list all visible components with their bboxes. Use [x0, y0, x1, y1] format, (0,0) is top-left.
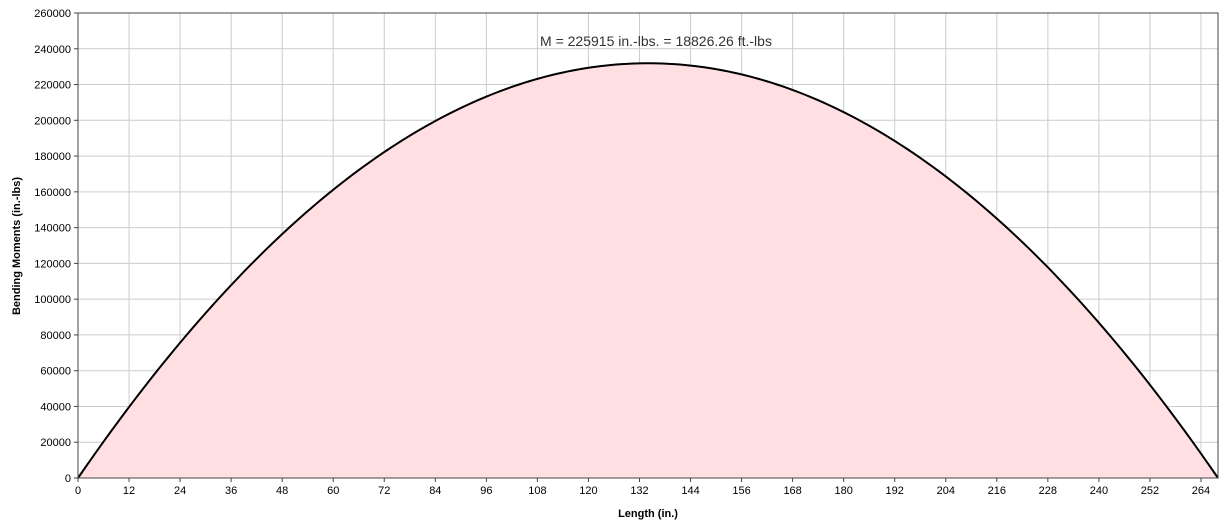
x-tick-label: 216 [988, 485, 1006, 497]
plot-border [77, 12, 1219, 479]
x-tick-label: 264 [1192, 485, 1210, 497]
x-tick-label: 60 [327, 485, 339, 497]
y-tick-label: 220000 [34, 80, 71, 92]
y-tick-label: 100000 [34, 294, 71, 306]
x-tick-label: 180 [834, 485, 852, 497]
y-tick-label: 120000 [34, 258, 71, 270]
x-tick-label: 36 [225, 485, 237, 497]
x-axis-ticks: 0 12 24 36 48 60 72 84 96 108 120 132 144 156 168 180 19… [75, 478, 1210, 497]
x-tick-label: 12 [123, 485, 135, 497]
y-axis-ticks: 0 20000 40000 60000 80000 100000 120000 140000 1… [34, 8, 78, 485]
y-tick-label: 240000 [34, 44, 71, 56]
x-tick-label: 72 [378, 485, 390, 497]
x-tick-label: 96 [480, 485, 492, 497]
x-tick-label: 252 [1141, 485, 1159, 497]
x-tick-label: 192 [886, 485, 904, 497]
x-tick-label: 120 [579, 485, 597, 497]
moment-curve-line [77, 62, 1219, 479]
y-tick-label: 60000 [40, 366, 71, 378]
y-tick-label: 180000 [34, 151, 71, 163]
x-tick-label: 48 [276, 485, 288, 497]
max-moment-annotation: M = 225915 in.-lbs. = 18826.26 ft.-lbs [540, 33, 772, 49]
x-tick-label: 168 [783, 485, 801, 497]
y-tick-label: 0 [65, 473, 71, 485]
x-tick-label: 144 [681, 485, 699, 497]
x-tick-label: 132 [630, 485, 648, 497]
x-tick-label: 228 [1039, 485, 1057, 497]
y-tick-label: 260000 [34, 8, 71, 20]
x-tick-label: 204 [937, 485, 955, 497]
x-tick-label: 84 [429, 485, 441, 497]
x-tick-label: 24 [174, 485, 186, 497]
y-tick-label: 160000 [34, 187, 71, 199]
y-tick-label: 80000 [40, 330, 71, 342]
x-tick-label: 240 [1090, 485, 1108, 497]
y-axis-title: Bending Moments (in.-lbs) [11, 177, 23, 315]
x-tick-label: 108 [528, 485, 546, 497]
y-tick-label: 20000 [40, 437, 71, 449]
y-tick-label: 140000 [34, 223, 71, 235]
x-axis-title: Length (in.) [618, 508, 678, 520]
x-tick-label: 0 [75, 485, 81, 497]
y-tick-label: 40000 [40, 401, 71, 413]
x-tick-label: 156 [732, 485, 750, 497]
y-tick-label: 200000 [34, 115, 71, 127]
